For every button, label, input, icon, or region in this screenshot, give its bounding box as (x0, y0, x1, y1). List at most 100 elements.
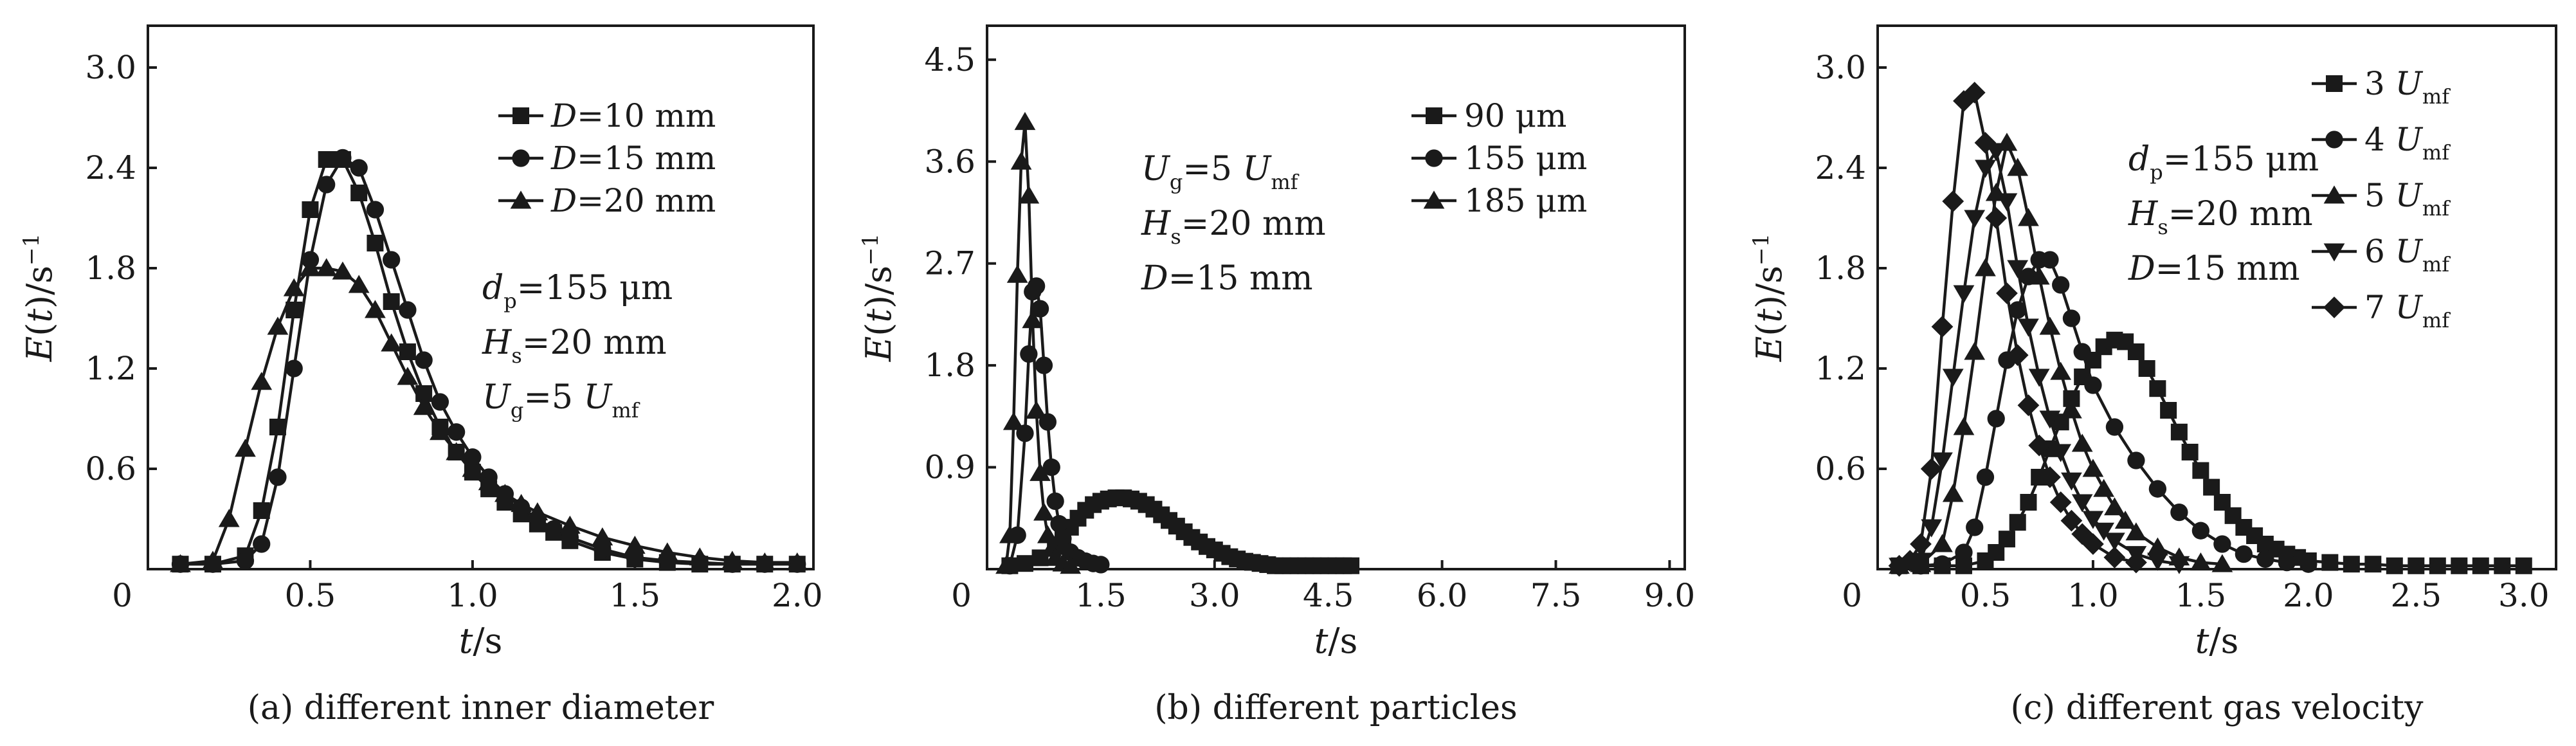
legend-marker (510, 190, 532, 209)
legend-marker (1423, 190, 1445, 209)
data-point (2061, 472, 2082, 491)
data-point (2256, 550, 2274, 569)
data-point (1931, 316, 1954, 338)
data-point (1920, 458, 1943, 480)
legend: D=10 mm D=15 mm D=20 mm (498, 97, 716, 219)
legend-marker (2323, 185, 2345, 204)
y-tick-label: 2.4 (1815, 149, 1866, 186)
data-point (1974, 132, 1997, 154)
x-tick-label: 2.0 (2283, 577, 2334, 614)
data-point (202, 550, 224, 569)
y-tick-label: 3.6 (924, 143, 975, 180)
annotation-line: Hs=20 mm (482, 323, 667, 368)
data-point (592, 527, 613, 546)
data-point (1966, 518, 1984, 536)
series-3 (995, 112, 1082, 574)
data-point (2127, 451, 2145, 469)
data-point (302, 201, 319, 218)
data-point (2006, 344, 2029, 367)
data-point (2149, 380, 2166, 397)
data-point (1010, 151, 1032, 170)
data-point (2451, 557, 2468, 574)
data-point (253, 535, 271, 553)
data-point (1996, 282, 2018, 304)
data-point (689, 547, 711, 566)
data-point (397, 367, 419, 385)
panel-a: 0.5 1.0 1.5 2.0 0.6 1.2 1.8 2.4 3.0 0 t/s E(t)/s−1 D… (19, 24, 823, 727)
data-point (2082, 511, 2104, 529)
data-point (415, 351, 433, 369)
data-point (2104, 497, 2125, 516)
data-point (1899, 550, 1921, 572)
plot-frame (147, 24, 815, 570)
data-point (2190, 552, 2211, 571)
data-point (1932, 452, 1953, 471)
data-point (2472, 557, 2489, 574)
x-tick-label: 0.5 (1960, 577, 2011, 614)
data-point (2082, 459, 2104, 477)
data-point (2062, 309, 2081, 327)
data-point (2039, 410, 2061, 429)
data-point (2009, 301, 2027, 319)
data-point (2494, 557, 2511, 574)
x-tick-label: 1.5 (610, 577, 661, 614)
data-point (1942, 484, 1964, 502)
data-point (399, 343, 416, 360)
data-point (1018, 185, 1040, 204)
data-point (1987, 410, 2005, 428)
panel-caption: (a) different inner diameter (248, 689, 714, 727)
data-point (2343, 556, 2360, 573)
data-point (1060, 556, 1082, 574)
data-point (545, 520, 563, 538)
data-point (2429, 557, 2446, 574)
data-point (1050, 514, 1068, 533)
data-point (365, 300, 386, 318)
legend-label: 3 Umf (2364, 65, 2451, 109)
data-point (1092, 556, 1110, 574)
data-point (2082, 533, 2104, 555)
x-tick-label: 3.0 (1189, 577, 1240, 614)
data-point (399, 301, 417, 319)
legend-marker (2325, 131, 2343, 149)
data-point (721, 550, 743, 569)
data-point (2060, 509, 2083, 532)
x-tick-label: 2.5 (2391, 577, 2442, 614)
x-tick-label: 1.5 (1075, 577, 1127, 614)
data-point (1033, 502, 1055, 521)
data-point (2028, 368, 2050, 387)
legend-label: 5 Umf (2364, 177, 2451, 221)
data-point (2147, 537, 2168, 556)
legend-marker (1426, 107, 1442, 124)
legend-label: 185 μm (1464, 182, 1587, 219)
panel-caption: (b) different particles (1154, 689, 1517, 727)
data-point (2181, 444, 2199, 460)
data-point (2386, 557, 2403, 574)
data-point (2170, 423, 2188, 441)
data-point (381, 333, 403, 352)
legend-item: 3 Umf (2312, 65, 2451, 109)
data-point (267, 316, 289, 335)
data-point (1022, 310, 1044, 329)
data-point (1942, 190, 1964, 212)
data-point (383, 293, 400, 310)
y-tick-label: 0.6 (1815, 450, 1866, 487)
data-point (1953, 417, 1975, 435)
data-point (2050, 361, 2072, 380)
data-point (1932, 534, 1953, 552)
y-axis-label: E(t)/s−1 (1748, 233, 1790, 362)
data-point (1888, 554, 1910, 577)
data-point (1035, 356, 1053, 374)
data-point (2028, 434, 2051, 457)
data-point (366, 201, 385, 219)
y-tick-label: 4.5 (924, 41, 975, 78)
legend-item: D=15 mm (498, 140, 716, 177)
y-axis-label: E(t)/s−1 (19, 233, 60, 362)
legend-marker (1425, 149, 1443, 167)
plot-frame (986, 24, 1686, 570)
data-point (527, 502, 549, 521)
annotation: dp=155 μm Hs=20 mm Ug=5 Umf (482, 269, 673, 423)
panel-c: 0.5 1.0 1.5 2.0 2.5 3.0 0.6 1.2 1.8 2.4 3.0 0 t/s E(t… (1748, 24, 2557, 727)
legend-marker (2323, 296, 2345, 318)
data-point (2213, 535, 2231, 553)
y-tick-label: 1.2 (85, 350, 136, 387)
